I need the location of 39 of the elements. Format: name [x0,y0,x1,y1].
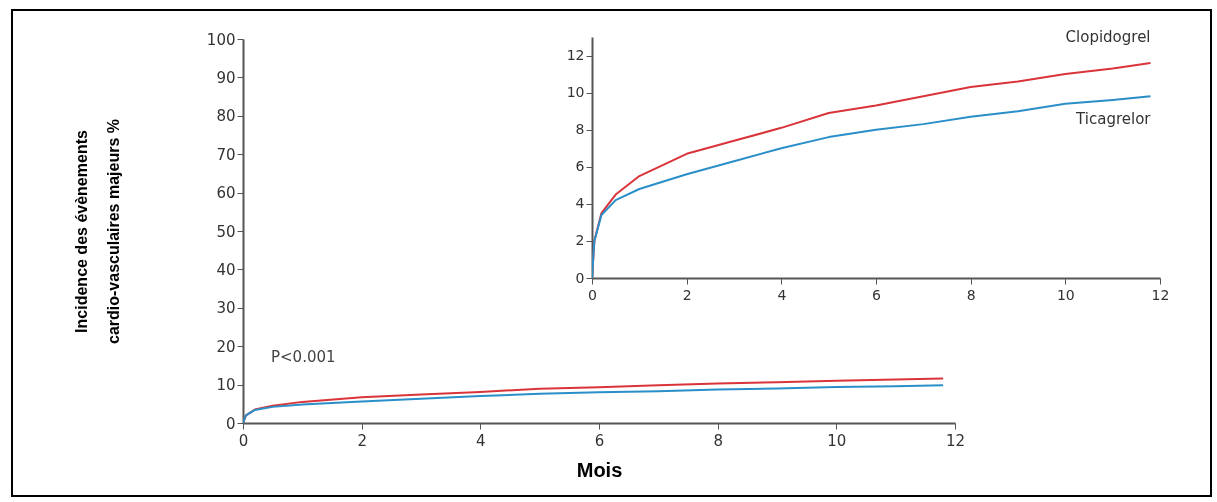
x-tick-label: 4 [476,431,486,450]
y-tick-label: 80 [216,107,236,126]
y-tick-label: 12 [566,47,585,64]
x-tick-label: 2 [357,431,367,450]
y-tick-label: 20 [216,337,236,356]
x-tick-label: 12 [945,431,966,450]
x-tick-label: 10 [1056,286,1075,303]
x-tick-label: 6 [594,431,605,450]
series-label: Ticagrelor [1075,110,1152,129]
y-tick-label: 4 [575,195,585,212]
x-tick-label: 8 [966,286,976,303]
line-series [592,95,1152,278]
y-tick-label: 8 [575,121,585,138]
x-tick-label: 12 [1151,286,1170,303]
y-tick-label: 0 [575,269,585,286]
y-tick-label: 10 [566,84,585,101]
line-series [243,384,945,423]
y-tick-label: 6 [575,158,585,175]
y-axis-title: Incidence des évènements cardio-vasculaires majeurs % [72,118,122,345]
y-tick-label: 50 [216,222,236,241]
x-tick-label: 6 [872,286,882,303]
x-tick-label: 2 [682,286,692,303]
y-tick-label: 10 [216,376,236,395]
x-axis-title: Mois [576,458,623,481]
y-tick-label: 90 [216,68,236,87]
x-tick-label: 10 [827,431,847,450]
y-tick-label: 0 [225,414,236,433]
x-tick-label: 0 [238,431,249,450]
y-tick-label: 70 [216,145,236,164]
y-tick-label: 100 [206,30,236,49]
x-tick-label: 8 [713,431,723,450]
annotation: P<0.001 [271,348,336,366]
series-label: Clopidogrel [1065,27,1151,46]
y-tick-label: 60 [216,184,236,203]
x-tick-label: 0 [588,286,597,303]
y-tick-label: 30 [216,299,236,318]
y-tick-label: 2 [575,232,585,249]
y-tick-label: 40 [216,260,236,279]
x-tick-label: 4 [777,286,787,303]
